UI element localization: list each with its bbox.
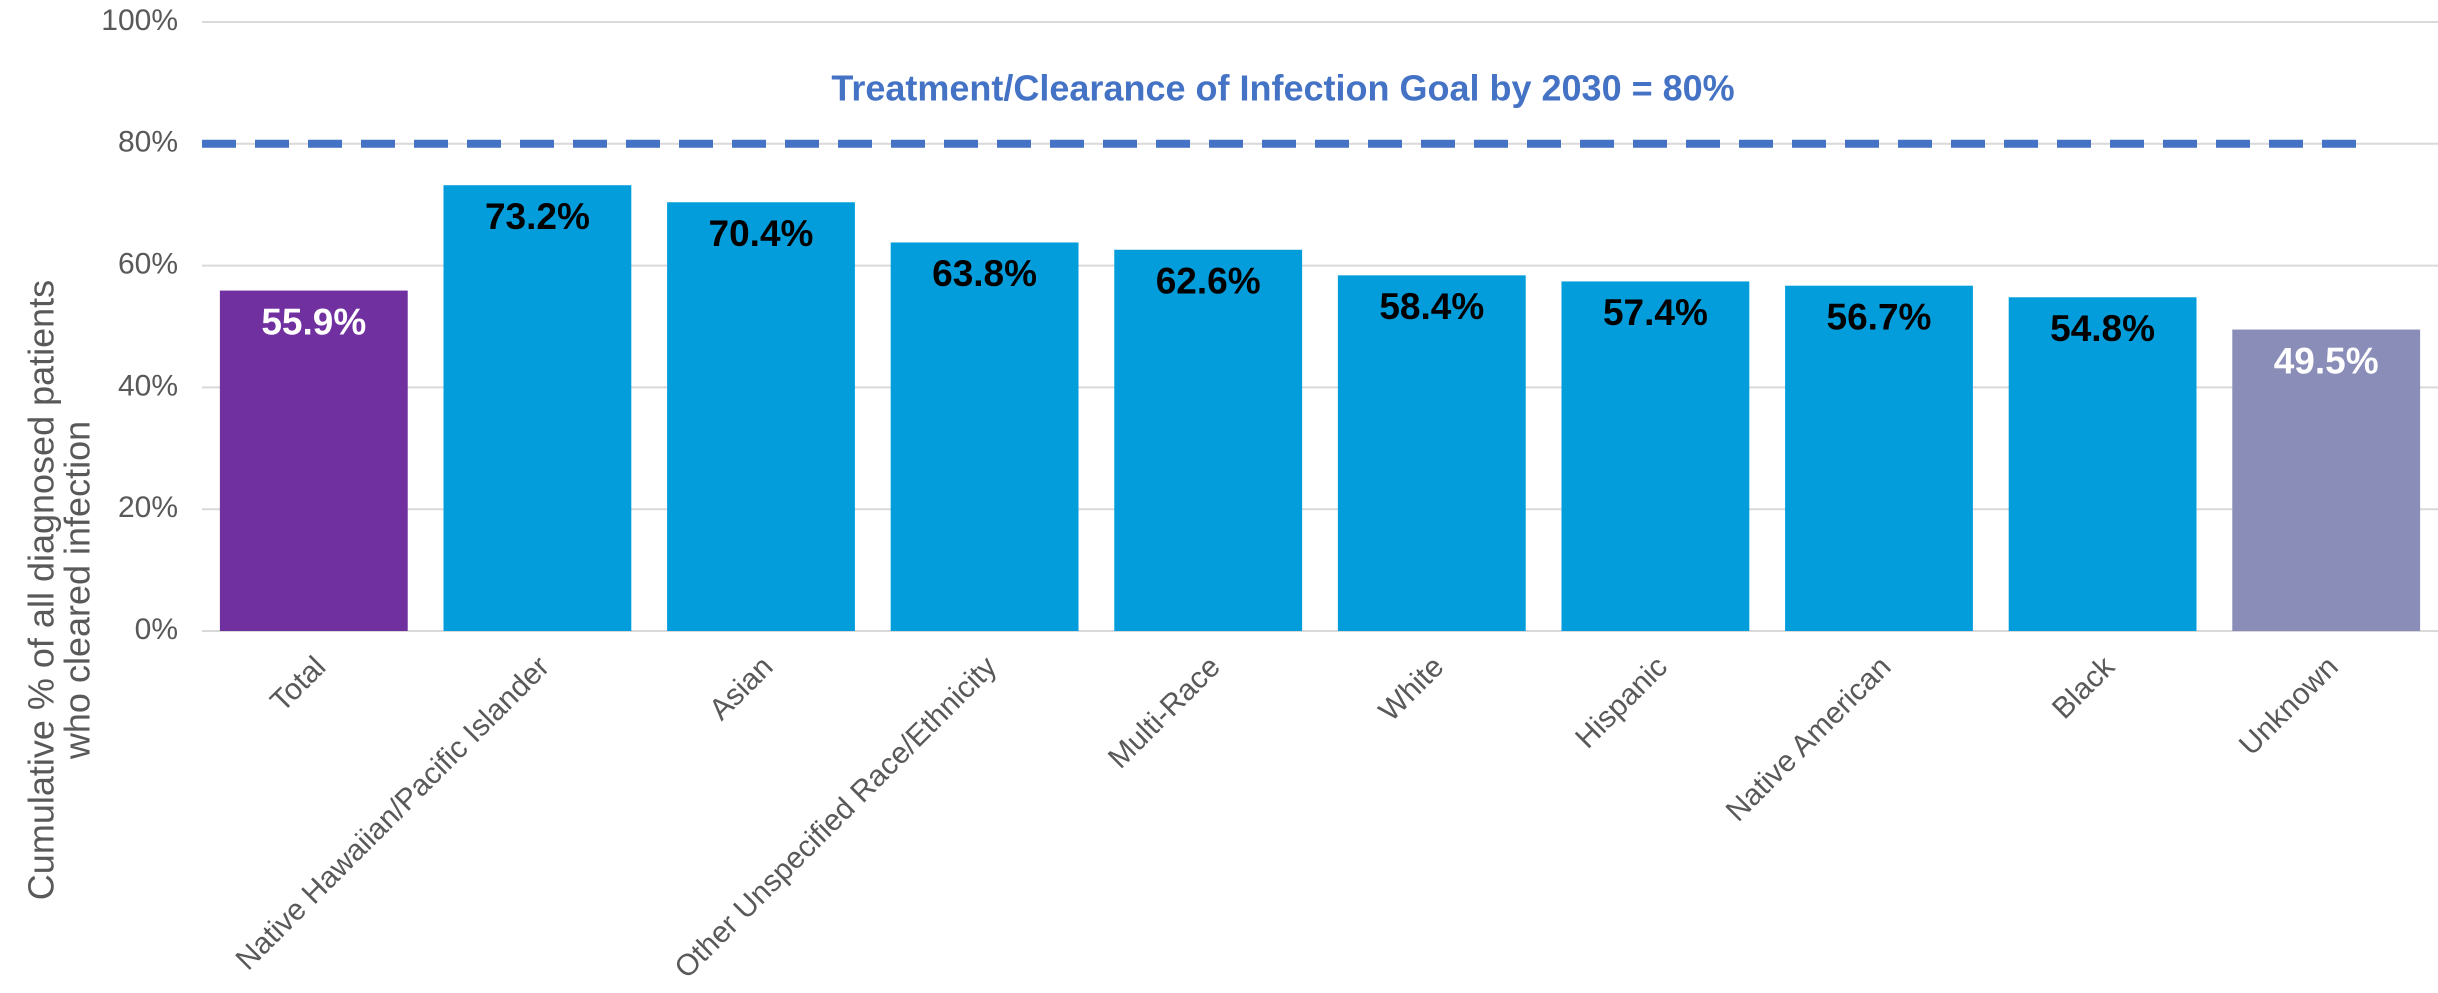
bar bbox=[1785, 285, 1973, 631]
y-axis-label: who cleared infection bbox=[57, 421, 98, 760]
bar bbox=[2008, 297, 2197, 631]
value-label: 54.8% bbox=[2050, 308, 2155, 349]
value-label: 58.4% bbox=[1379, 286, 1484, 327]
x-tick-label: Black bbox=[2046, 650, 2122, 726]
y-tick-label: 100% bbox=[101, 4, 178, 37]
x-tick-label: Unknown bbox=[2233, 650, 2345, 762]
bar bbox=[219, 290, 408, 631]
y-tick-label: 0% bbox=[135, 613, 178, 646]
y-tick-label: 40% bbox=[118, 369, 178, 402]
value-label: 70.4% bbox=[709, 213, 814, 254]
x-tick-label: White bbox=[1373, 650, 1451, 728]
value-label: 57.4% bbox=[1603, 292, 1708, 333]
x-tick-label: Multi-Race bbox=[1102, 650, 1227, 775]
y-tick-label: 80% bbox=[118, 126, 178, 159]
value-label: 63.8% bbox=[932, 253, 1037, 294]
bar bbox=[2232, 329, 2421, 631]
value-label: 62.6% bbox=[1156, 261, 1261, 302]
bar bbox=[1114, 249, 1303, 632]
bar bbox=[1337, 275, 1526, 631]
bar bbox=[1561, 281, 1750, 631]
value-label: 73.2% bbox=[485, 196, 590, 237]
bar bbox=[667, 202, 855, 632]
x-tick-label: Native American bbox=[1720, 650, 1898, 828]
x-tick-label: Total bbox=[264, 650, 332, 718]
bar bbox=[443, 185, 632, 631]
y-tick-label: 20% bbox=[118, 491, 178, 524]
annotation: Treatment/Clearance of Infection Goal by… bbox=[831, 68, 1734, 109]
value-label: 55.9% bbox=[261, 301, 366, 342]
x-tick-label: Hispanic bbox=[1569, 650, 1674, 755]
y-tick-label: 60% bbox=[118, 248, 178, 281]
value-label: 56.7% bbox=[1827, 296, 1932, 337]
value-label: 49.5% bbox=[2274, 340, 2379, 381]
bar bbox=[890, 242, 1079, 631]
y-axis-label: Cumulative % of all diagnosed patients bbox=[21, 280, 62, 900]
x-tick-label: Asian bbox=[703, 650, 779, 726]
